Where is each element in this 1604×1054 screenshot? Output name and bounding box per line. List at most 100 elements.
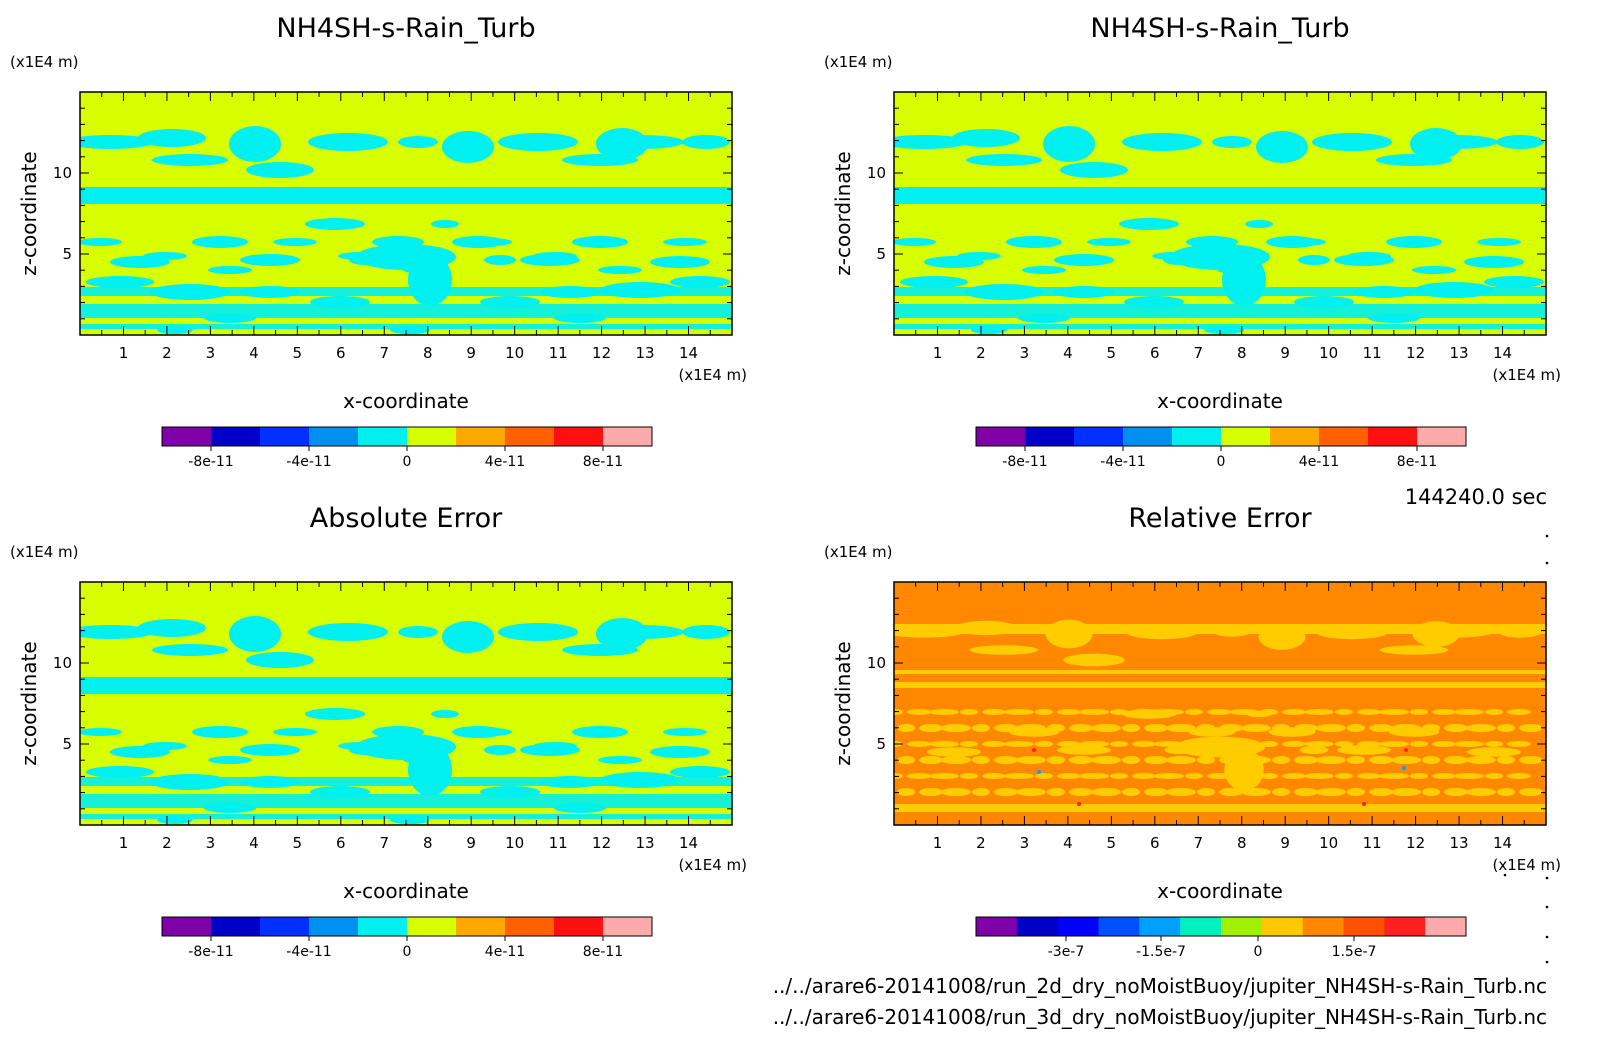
field-blob <box>994 788 1018 796</box>
field-blob <box>229 126 281 162</box>
field-blob <box>1132 741 1156 747</box>
field-blob <box>1054 286 1114 298</box>
field-blob <box>1110 773 1128 779</box>
field-band <box>80 287 732 296</box>
field-blob <box>1006 236 1062 248</box>
field-blob <box>1124 296 1184 308</box>
field-blob <box>907 741 931 747</box>
field-blob <box>533 742 577 750</box>
field-blob <box>562 644 638 656</box>
x-tick-label: 6 <box>336 834 346 852</box>
colorbar-segment <box>309 427 359 446</box>
field-blob <box>1485 773 1503 779</box>
field-blob <box>1369 756 1393 764</box>
field-blob <box>929 709 959 715</box>
x-tick-label: 12 <box>1406 834 1425 852</box>
field-blob <box>442 131 494 163</box>
colorbar-frame <box>975 916 1467 937</box>
field-blob <box>208 756 252 764</box>
field-blob <box>572 726 628 738</box>
colorbar-segment <box>358 917 408 936</box>
x-tick-label: 4 <box>249 344 259 362</box>
y-unit-label: (x1E4 m) <box>10 543 79 561</box>
field-blob <box>480 786 540 798</box>
field-blob <box>1256 131 1308 163</box>
field-blob <box>554 313 606 323</box>
field-blob <box>1497 756 1515 764</box>
field-blob <box>1432 741 1456 747</box>
field-blob <box>1018 313 1070 323</box>
colorbar-segment <box>554 917 604 936</box>
field-blob <box>1079 741 1109 747</box>
field-blob <box>1022 266 1066 274</box>
field-blob <box>972 756 990 764</box>
x-tick-label: 11 <box>549 834 568 852</box>
footer-file-2: ../../arare6-20141008/run_3d_dry_noMoist… <box>773 1005 1547 1029</box>
x-tick-label: 5 <box>293 834 303 852</box>
field-blob <box>1282 238 1326 246</box>
field-blob <box>240 286 300 298</box>
colorbar-label: -3e-7 <box>1048 944 1085 960</box>
field-blob <box>1347 252 1391 260</box>
margin-dot <box>1545 876 1549 880</box>
field-blob <box>1347 756 1365 764</box>
x-tick-label: 13 <box>636 834 655 852</box>
field-blob <box>960 709 978 715</box>
field-blob <box>86 766 154 778</box>
colorbar-segment <box>1016 917 1059 936</box>
field-blob <box>670 276 730 288</box>
field-band <box>894 196 1546 204</box>
field-blob <box>1294 788 1318 796</box>
field-blob <box>390 816 430 824</box>
colorbar-label: -4e-11 <box>286 454 331 470</box>
field-blob <box>1422 756 1440 764</box>
x-tick-label: 10 <box>1319 834 1338 852</box>
field-blob <box>1410 709 1428 715</box>
field-blob <box>1154 709 1184 715</box>
field-blob <box>1122 133 1202 151</box>
colorbar-label: -8e-11 <box>188 454 233 470</box>
field-blob <box>982 709 1006 715</box>
field-background <box>894 582 1546 825</box>
field-blob <box>442 621 494 653</box>
colorbar-label: 0 <box>1254 944 1263 960</box>
field-blob <box>1219 724 1243 732</box>
field-blob <box>80 135 154 149</box>
field-blob <box>431 710 459 718</box>
field-blob <box>966 154 1042 166</box>
field-blob <box>1304 741 1334 747</box>
field-blob <box>1258 624 1306 650</box>
field-blob <box>1519 724 1543 732</box>
field-blob <box>1154 773 1184 779</box>
field-blob <box>1132 773 1156 779</box>
field-blob <box>1214 627 1250 637</box>
field-blob <box>1391 756 1421 764</box>
x-tick-label: 5 <box>1107 834 1117 852</box>
x-tick-label: 1 <box>933 834 943 852</box>
y-tick-label: 5 <box>876 735 886 753</box>
field-band <box>894 682 1546 688</box>
field-blob <box>229 616 281 652</box>
x-tick-label: 7 <box>1193 834 1203 852</box>
field-blob <box>498 133 578 151</box>
field-blob <box>1091 788 1121 796</box>
x-tick-label: 11 <box>1363 834 1382 852</box>
field-blob <box>1272 788 1290 796</box>
field-blob <box>310 296 370 308</box>
field-blob <box>1454 773 1484 779</box>
field-blob <box>1144 756 1168 764</box>
field-blob <box>1335 709 1353 715</box>
field-blob <box>1422 724 1440 732</box>
field-blob <box>1454 741 1484 747</box>
footer-file-1: ../../arare6-20141008/run_2d_dry_noMoist… <box>773 974 1547 998</box>
field-blob <box>1316 724 1346 732</box>
field-blob <box>907 773 931 779</box>
field-blob <box>305 218 365 230</box>
field-blob <box>468 238 512 246</box>
margin-dot <box>1545 905 1549 909</box>
y-axis-label: z-coordinate <box>831 151 855 275</box>
field-blob <box>1207 741 1231 747</box>
field-blob <box>1219 788 1243 796</box>
field-blob <box>246 162 314 178</box>
y-axis-label: z-coordinate <box>831 641 855 765</box>
